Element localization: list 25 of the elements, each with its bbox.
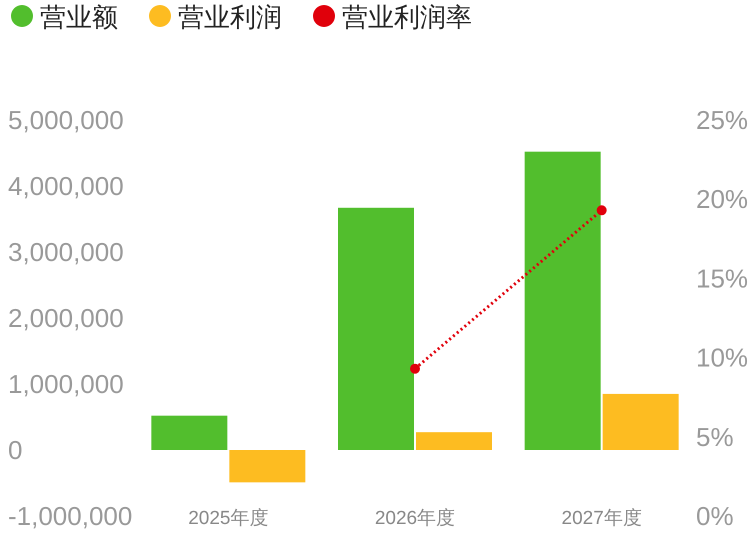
x-tick-label: 2026年度 bbox=[374, 507, 456, 529]
y-tick-label: 1,000,000 bbox=[8, 369, 124, 399]
y2-tick-label: 15% bbox=[696, 263, 748, 294]
y2-tick-label: 10% bbox=[696, 342, 748, 373]
y-tick-label: 0 bbox=[8, 435, 22, 465]
bar bbox=[416, 432, 492, 450]
bar bbox=[151, 416, 228, 450]
bar bbox=[229, 450, 306, 482]
y2-tick-label: 0% bbox=[696, 501, 734, 531]
y-tick-label: 2,000,000 bbox=[8, 303, 124, 333]
y-tick-label: 4,000,000 bbox=[8, 171, 124, 201]
bar bbox=[524, 152, 601, 450]
legend-label: 营业利润 bbox=[178, 2, 282, 32]
y-tick-label: -1,000,000 bbox=[8, 501, 132, 531]
bar bbox=[602, 394, 679, 450]
x-tick-label: 2027年度 bbox=[562, 507, 642, 529]
y2-tick-label: 25% bbox=[696, 105, 748, 135]
y-tick-label: 5,000,000 bbox=[8, 105, 124, 135]
y2-tick-label: 5% bbox=[696, 422, 734, 452]
legend-label: 营业利润率 bbox=[342, 2, 472, 32]
y-tick-label: 3,000,000 bbox=[8, 237, 124, 267]
y2-tick-label: 20% bbox=[696, 184, 748, 214]
x-tick-label: 2025年度 bbox=[188, 507, 268, 529]
bar bbox=[338, 208, 414, 450]
legend-label: 营业额 bbox=[40, 2, 118, 32]
